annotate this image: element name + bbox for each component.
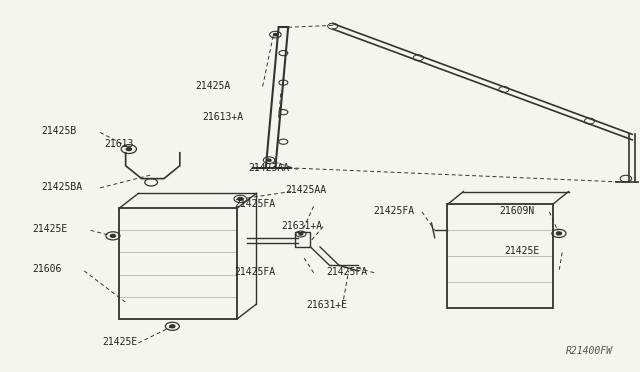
- Circle shape: [267, 159, 271, 161]
- Circle shape: [273, 33, 277, 36]
- Text: 21613+A: 21613+A: [202, 112, 243, 122]
- Text: 21425E: 21425E: [505, 246, 540, 256]
- Text: R21400FW: R21400FW: [566, 346, 613, 356]
- Circle shape: [110, 234, 115, 237]
- Text: 21425E: 21425E: [32, 224, 67, 234]
- Text: 21425E: 21425E: [102, 337, 138, 347]
- Text: 21425FA: 21425FA: [234, 267, 275, 277]
- Text: 21425A: 21425A: [196, 81, 231, 91]
- Text: 21613: 21613: [104, 138, 134, 148]
- Text: 21425FA: 21425FA: [234, 199, 275, 209]
- Circle shape: [238, 198, 243, 201]
- Circle shape: [126, 148, 131, 151]
- Text: 21631+E: 21631+E: [306, 300, 347, 310]
- Text: 21425B: 21425B: [41, 126, 76, 137]
- Text: 21631+A: 21631+A: [282, 221, 323, 231]
- Text: 21425FA: 21425FA: [373, 206, 414, 216]
- Circle shape: [556, 232, 561, 235]
- Circle shape: [299, 233, 303, 235]
- Text: 21425FA: 21425FA: [326, 267, 367, 277]
- Circle shape: [170, 325, 175, 328]
- Text: 21606: 21606: [32, 264, 61, 274]
- Text: 21425AA: 21425AA: [285, 185, 326, 195]
- Text: 21423AA: 21423AA: [248, 163, 290, 173]
- Text: 21609N: 21609N: [500, 206, 535, 216]
- Text: 21425BA: 21425BA: [41, 182, 82, 192]
